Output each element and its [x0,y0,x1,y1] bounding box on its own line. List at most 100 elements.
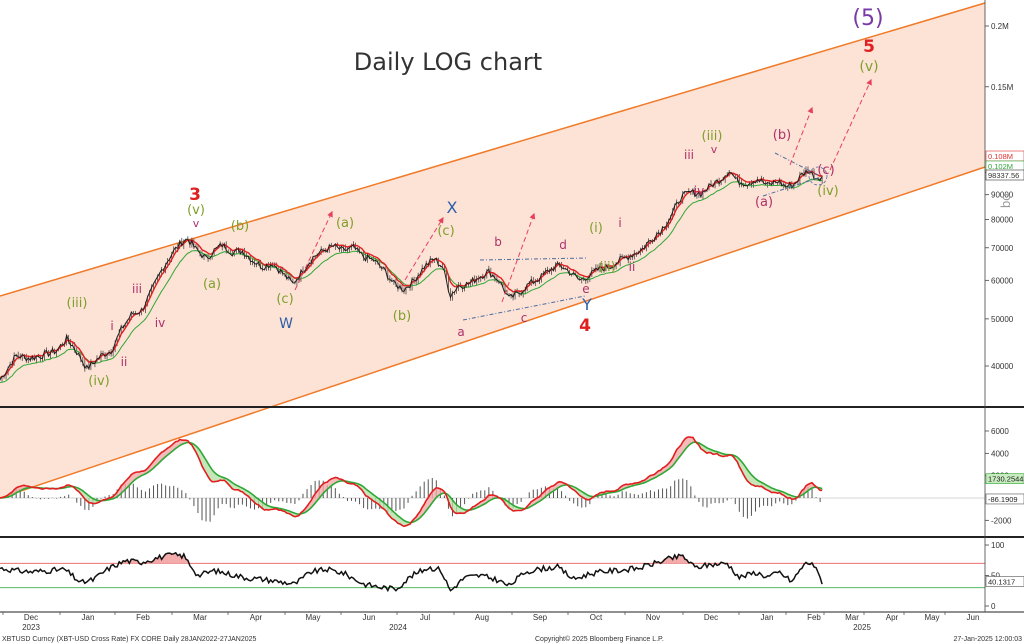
month-label: Jul [420,613,430,622]
wave-label: 4 [579,316,591,336]
month-label: Jan [82,613,95,622]
rsi-tick-label: 50 [991,572,1000,581]
wave-label: (b) [393,309,411,324]
wave-label: (v) [187,203,205,218]
wave-label: (v) [859,59,878,75]
wave-label: ii [121,355,128,369]
price-tick-label: 40000 [991,362,1014,371]
price-tick-label: 90000 [991,191,1014,200]
wave-label: iv [694,184,704,198]
wave-label: (5) [852,6,883,31]
wave-label: X [447,198,458,217]
rsi-value-box [985,576,1024,587]
price-tick-label: 0.2M [991,22,1009,31]
wave-label: (c) [276,292,293,307]
macd-tick-label: 4000 [991,449,1009,458]
wave-label: (c) [817,163,834,178]
macd-tick-label: -2000 [991,516,1012,525]
month-label: Feb [807,613,821,622]
macd-value-labels: 1730.2544 -86.1909 [985,473,1024,505]
wave-label: iv [155,316,165,330]
month-label: Oct [590,613,603,622]
month-label: Aug [475,613,489,622]
wave-label: d [559,238,567,252]
chart-title: Daily LOG chart [354,48,542,76]
rsi-panel: 100 50 0 40.1317 [0,541,1024,611]
rsi-axis: 100 50 0 [985,541,1005,611]
projection-arrow [829,78,872,171]
wave-label: i [110,319,113,333]
footer-timestamp: 27-Jan-2025 12:00:03 [954,636,1023,643]
triangle-lower-trendline [462,295,586,321]
wave-label: c [521,311,528,325]
side-label: bo [998,194,1013,208]
wave-label: ii [629,260,636,274]
wave-label: (iii) [67,296,88,311]
channel-lower-line [0,166,986,499]
macd-panel: 600040002000-2000 1730.2544-86.1909 [0,427,1024,528]
macd-value-text: -86.1909 [988,495,1018,504]
wave-label: Y [581,295,592,314]
moving-average-slow [0,178,823,384]
month-label: Sep [533,613,548,622]
year-label: 2025 [853,623,871,632]
wave-label: e [582,282,589,296]
month-label: Apr [250,613,263,622]
wave-label: (i) [589,221,603,236]
year-label: 2024 [389,623,407,632]
price-panel: 0.2M0.15M0.1M900008000070000600005000040… [0,2,1024,499]
price-tick-label: 80000 [991,216,1014,225]
wave-label: (a) [336,216,354,231]
wave-label: i [618,216,621,230]
wave-label: (iv) [88,374,109,389]
wave-label: (iii) [702,129,723,144]
triangle-lower-trendline-2 [762,177,819,197]
channel-upper-line [0,2,986,297]
price-value-box [985,169,1024,181]
price-tick-label: 0.15M [991,83,1014,92]
month-label: Mar [845,613,859,622]
price-value-text: 0.108M [988,152,1013,161]
wave-label: (b) [773,128,791,143]
macd-value-box [985,473,1024,484]
wave-label: iii [132,282,142,296]
trend-channel [0,3,985,498]
year-label: 2023 [22,623,40,632]
wave-label: (a) [203,277,221,292]
rsi-value-label: 40.1317 [985,576,1024,587]
month-label: Dec [24,613,38,622]
triangle-upper-trendline-2 [774,152,819,176]
month-label: Jun [967,613,980,622]
wave-label: b [494,235,502,249]
rsi-overbought-fill [118,552,814,564]
wave-label: v [193,217,200,230]
month-label: Apr [886,613,899,622]
month-label: May [305,613,320,622]
macd-tick-label: 6000 [991,427,1009,436]
time-axis: Dec Jan Feb Mar Apr May Jun Jul Aug Sep Oct Nov Dec J… [2,612,980,632]
month-label: Mar [193,613,207,622]
rsi-value-text: 40.1317 [988,578,1015,587]
month-label: Jun [363,613,376,622]
price-value-text: 98337.56 [988,171,1019,180]
triangle-upper-trendline [479,257,589,261]
price-line [0,168,823,380]
month-label: May [924,613,939,622]
wave-label: iii [684,148,694,162]
month-label: Dec [704,613,718,622]
wave-label: (ii) [598,260,615,275]
price-value-text: 0.102M [988,162,1013,171]
month-label: Jan [761,613,774,622]
macd-value-text: 1730.2544 [988,475,1023,484]
wave-label: 3 [189,185,201,205]
wave-label: (iv) [817,184,838,199]
wave-annotations [294,78,872,321]
wave-label: v [711,143,718,156]
wave-label: 5 [863,37,875,57]
target-circle [808,166,828,186]
projection-arrow [294,210,333,291]
wave-label: a [457,325,464,339]
projection-arrow [404,216,444,281]
